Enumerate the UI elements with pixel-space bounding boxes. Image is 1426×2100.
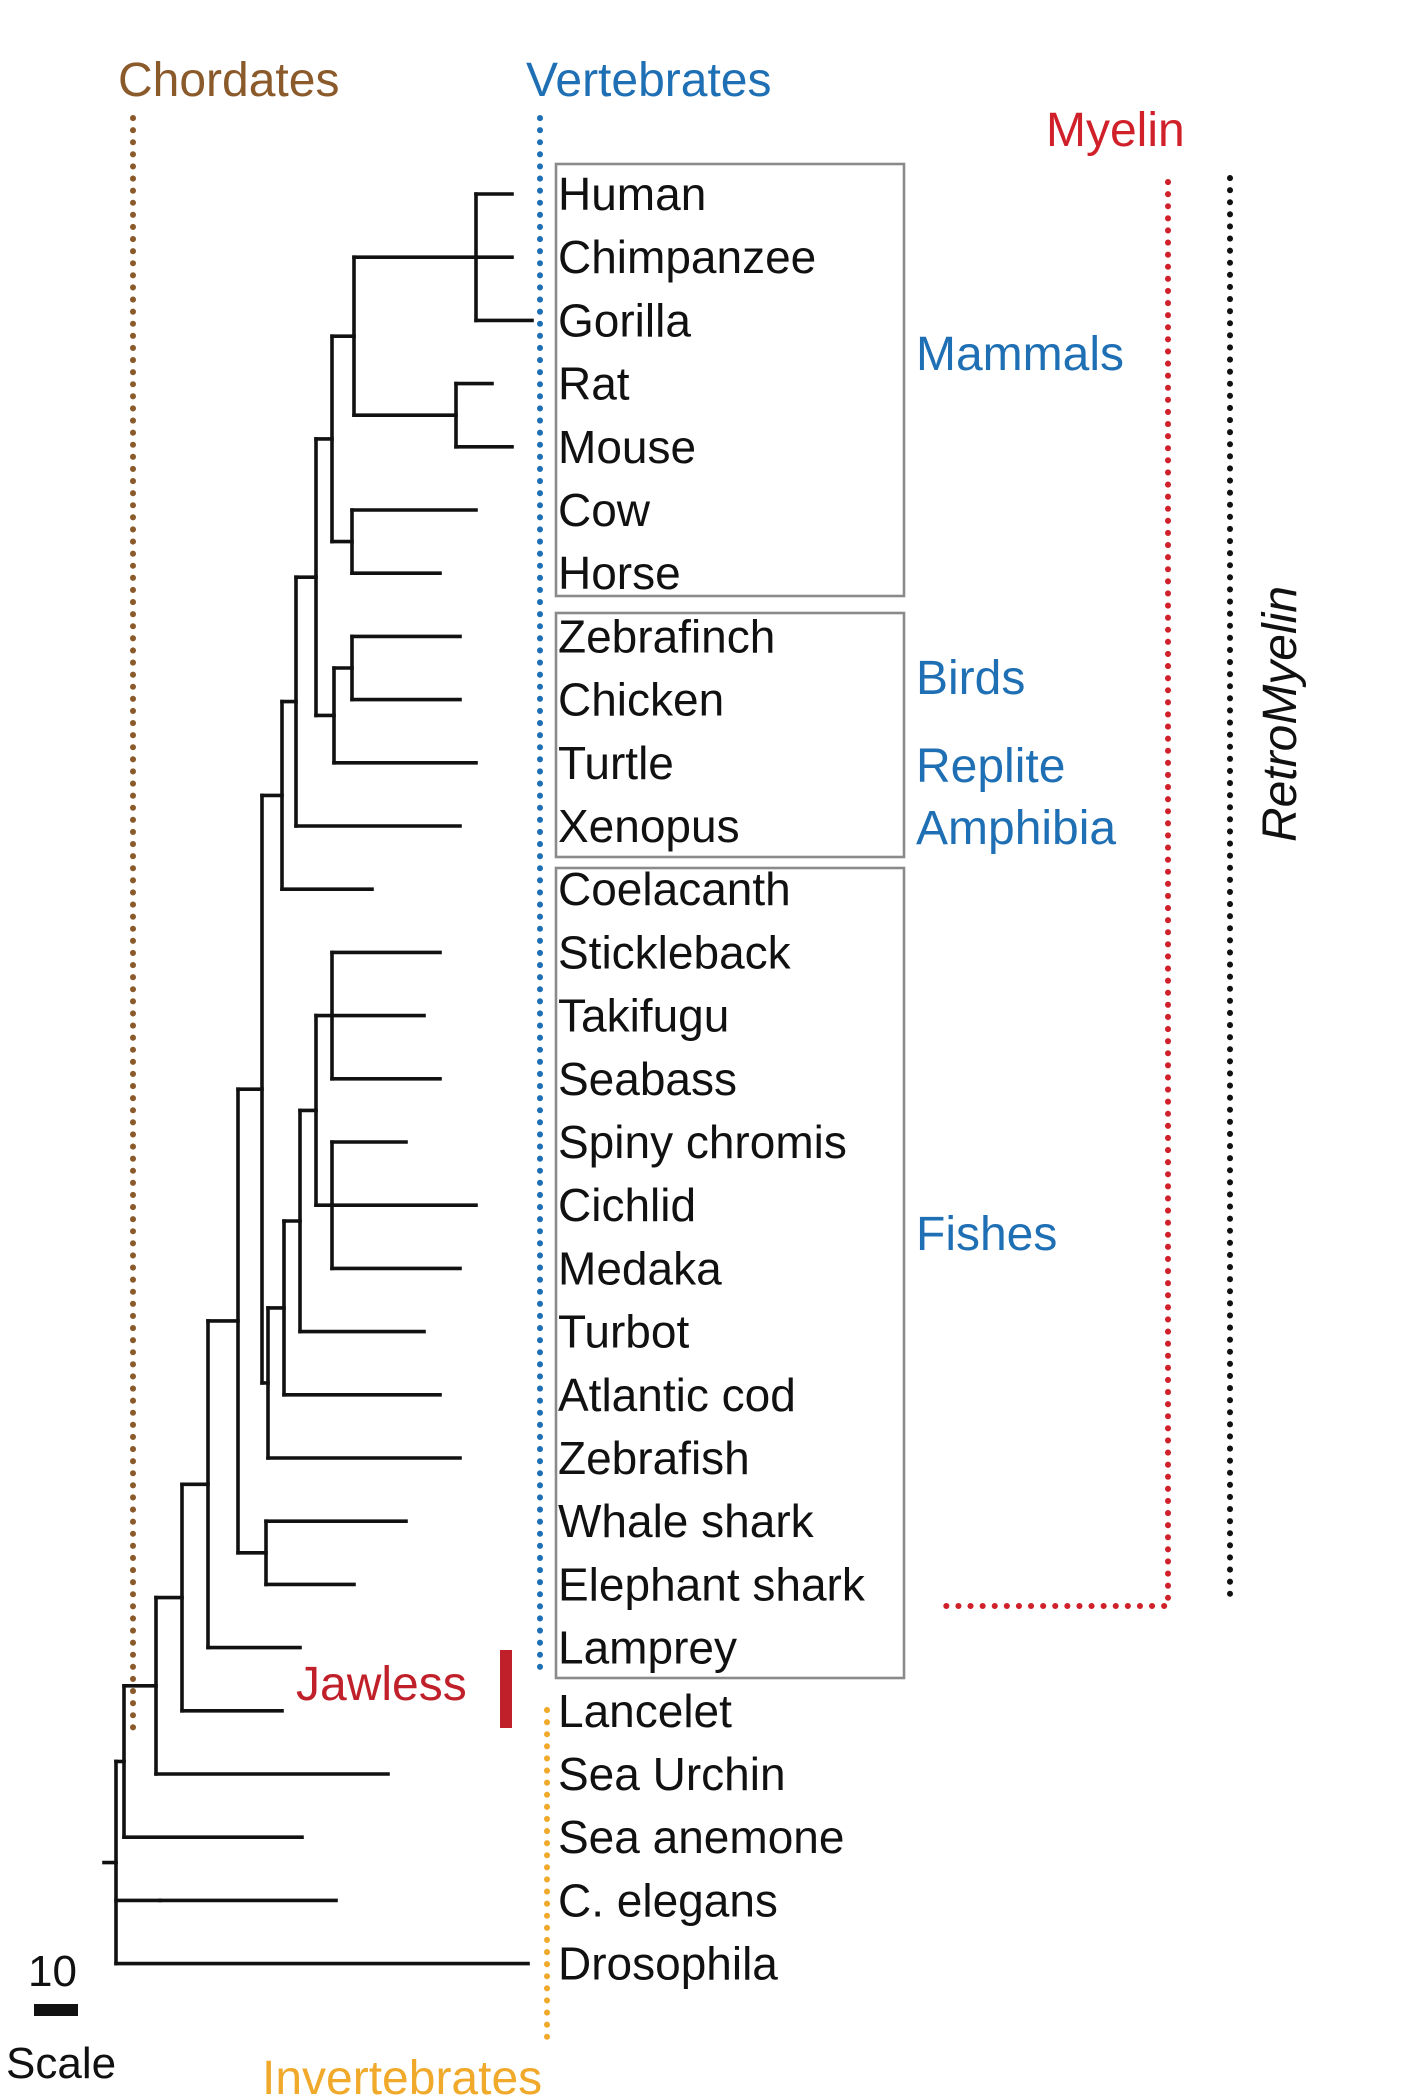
taxon-label: Spiny chromis (558, 1116, 847, 1168)
taxon-label: Human (558, 168, 706, 220)
myelin-label: Myelin (1046, 104, 1185, 157)
taxon-label: Whale shark (558, 1495, 815, 1547)
taxon-label: Cichlid (558, 1179, 696, 1231)
invertebrates-label: Invertebrates (262, 2052, 542, 2095)
taxon-label: Seabass (558, 1053, 737, 1105)
taxon-label: Turbot (558, 1306, 689, 1358)
taxon-label: Lamprey (558, 1622, 737, 1674)
taxon-label: Horse (558, 547, 681, 599)
scale-label: Scale (6, 2039, 116, 2088)
reptile-label: Replite (916, 740, 1065, 793)
mammals-label: Mammals (916, 328, 1124, 381)
fishes-box (554, 866, 906, 1680)
amphibia-label: Amphibia (916, 802, 1116, 855)
taxon-label: Xenopus (558, 800, 740, 852)
taxon-label: Chimpanzee (558, 231, 816, 283)
taxon-label: Rat (558, 358, 630, 410)
mammals-box (554, 162, 906, 598)
taxon-label: Sea anemone (558, 1811, 844, 1863)
tree-branches (102, 192, 534, 1966)
taxon-label: Stickleback (558, 926, 792, 978)
birds-label: Birds (916, 652, 1025, 705)
jawless-label: Jawless (296, 1658, 467, 1711)
taxon-label: Takifugu (558, 990, 729, 1042)
taxon-label: Chicken (558, 674, 724, 726)
taxon-label: Zebrafinch (558, 610, 775, 662)
retromyelin-label: RetroMyelin (1254, 586, 1307, 842)
taxon-label: Lancelet (558, 1685, 732, 1737)
scale-value: 10 (28, 1947, 77, 1996)
taxon-label: Turtle (558, 737, 674, 789)
taxon-label: Sea Urchin (558, 1748, 786, 1800)
fishes-label: Fishes (916, 1208, 1057, 1261)
jawless-bar (500, 1650, 512, 1728)
taxon-labels: Human Chimpanzee Gorilla Rat Mouse Cow Horse Ze… (558, 168, 866, 1990)
birds-reptile-amphibia-box (554, 611, 906, 859)
taxon-label: C. elegans (558, 1874, 778, 1926)
taxon-label: Medaka (558, 1242, 722, 1294)
taxon-label: Atlantic cod (558, 1369, 796, 1421)
taxon-label: Coelacanth (558, 863, 791, 915)
vertebrates-label: Vertebrates (526, 54, 771, 107)
taxon-label: Zebrafish (558, 1432, 750, 1484)
taxon-label: Mouse (558, 421, 696, 473)
taxon-label: Drosophila (558, 1938, 778, 1990)
taxon-label: Gorilla (558, 294, 691, 346)
taxon-label: Elephant shark (558, 1558, 866, 1610)
taxon-label: Cow (558, 484, 651, 536)
myelin-dotted-bracket (939, 179, 1171, 1609)
scale-bar (34, 2004, 78, 2016)
chordates-label: Chordates (118, 54, 339, 107)
